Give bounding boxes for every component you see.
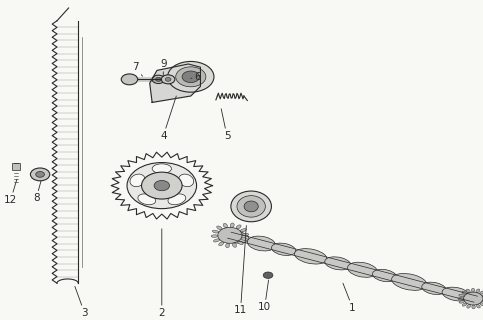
Text: 7: 7 bbox=[132, 62, 142, 76]
Ellipse shape bbox=[213, 230, 219, 233]
Circle shape bbox=[263, 272, 273, 278]
Text: 11: 11 bbox=[234, 226, 247, 316]
Ellipse shape bbox=[467, 304, 470, 308]
Text: 12: 12 bbox=[4, 179, 17, 205]
Ellipse shape bbox=[472, 305, 475, 309]
Circle shape bbox=[154, 180, 170, 191]
Ellipse shape bbox=[217, 226, 222, 230]
Ellipse shape bbox=[238, 241, 243, 245]
Ellipse shape bbox=[459, 300, 465, 303]
Ellipse shape bbox=[480, 303, 483, 306]
Ellipse shape bbox=[348, 262, 377, 277]
Text: 3: 3 bbox=[75, 286, 88, 318]
Circle shape bbox=[142, 172, 182, 199]
Ellipse shape bbox=[138, 194, 156, 205]
Text: 1: 1 bbox=[343, 283, 356, 313]
Ellipse shape bbox=[325, 257, 351, 270]
Ellipse shape bbox=[225, 231, 249, 243]
Circle shape bbox=[127, 163, 197, 209]
Ellipse shape bbox=[462, 291, 467, 294]
Ellipse shape bbox=[480, 291, 483, 294]
Circle shape bbox=[152, 75, 165, 84]
Bar bbox=[12, 163, 20, 170]
Ellipse shape bbox=[422, 282, 446, 294]
Circle shape bbox=[218, 227, 242, 243]
Ellipse shape bbox=[237, 196, 265, 217]
Circle shape bbox=[176, 67, 206, 87]
Text: 6: 6 bbox=[191, 72, 201, 82]
Ellipse shape bbox=[230, 223, 234, 228]
Ellipse shape bbox=[130, 174, 145, 187]
Circle shape bbox=[464, 292, 483, 305]
Ellipse shape bbox=[271, 243, 296, 255]
Ellipse shape bbox=[152, 164, 171, 173]
Ellipse shape bbox=[459, 294, 464, 297]
Ellipse shape bbox=[466, 289, 470, 293]
Text: 10: 10 bbox=[258, 280, 271, 312]
Circle shape bbox=[36, 172, 44, 177]
Ellipse shape bbox=[482, 294, 483, 297]
Ellipse shape bbox=[211, 235, 218, 237]
Ellipse shape bbox=[242, 233, 249, 236]
Ellipse shape bbox=[476, 304, 480, 308]
Ellipse shape bbox=[244, 201, 258, 212]
Ellipse shape bbox=[295, 249, 327, 264]
Ellipse shape bbox=[458, 298, 464, 300]
Ellipse shape bbox=[168, 194, 186, 205]
Ellipse shape bbox=[231, 191, 271, 222]
Ellipse shape bbox=[219, 242, 224, 246]
Ellipse shape bbox=[247, 236, 275, 251]
Text: 5: 5 bbox=[221, 109, 230, 141]
Ellipse shape bbox=[179, 174, 194, 187]
Ellipse shape bbox=[241, 238, 247, 241]
Ellipse shape bbox=[462, 303, 467, 306]
Ellipse shape bbox=[240, 228, 246, 232]
Ellipse shape bbox=[471, 288, 475, 292]
Ellipse shape bbox=[482, 300, 483, 303]
Text: 8: 8 bbox=[33, 181, 41, 204]
Ellipse shape bbox=[392, 274, 427, 290]
Circle shape bbox=[156, 77, 161, 81]
Ellipse shape bbox=[442, 287, 470, 301]
Circle shape bbox=[121, 74, 138, 85]
Ellipse shape bbox=[372, 269, 397, 282]
Text: 2: 2 bbox=[158, 229, 165, 318]
Ellipse shape bbox=[476, 289, 480, 293]
Circle shape bbox=[30, 168, 50, 181]
Circle shape bbox=[165, 77, 171, 81]
Ellipse shape bbox=[226, 243, 229, 248]
Ellipse shape bbox=[232, 243, 237, 247]
Circle shape bbox=[168, 61, 214, 92]
Ellipse shape bbox=[223, 223, 227, 228]
Ellipse shape bbox=[236, 225, 241, 229]
Circle shape bbox=[182, 71, 199, 83]
Polygon shape bbox=[150, 64, 200, 102]
Text: 9: 9 bbox=[160, 59, 167, 76]
Text: 4: 4 bbox=[160, 96, 176, 141]
Ellipse shape bbox=[213, 239, 220, 242]
Circle shape bbox=[161, 75, 175, 84]
